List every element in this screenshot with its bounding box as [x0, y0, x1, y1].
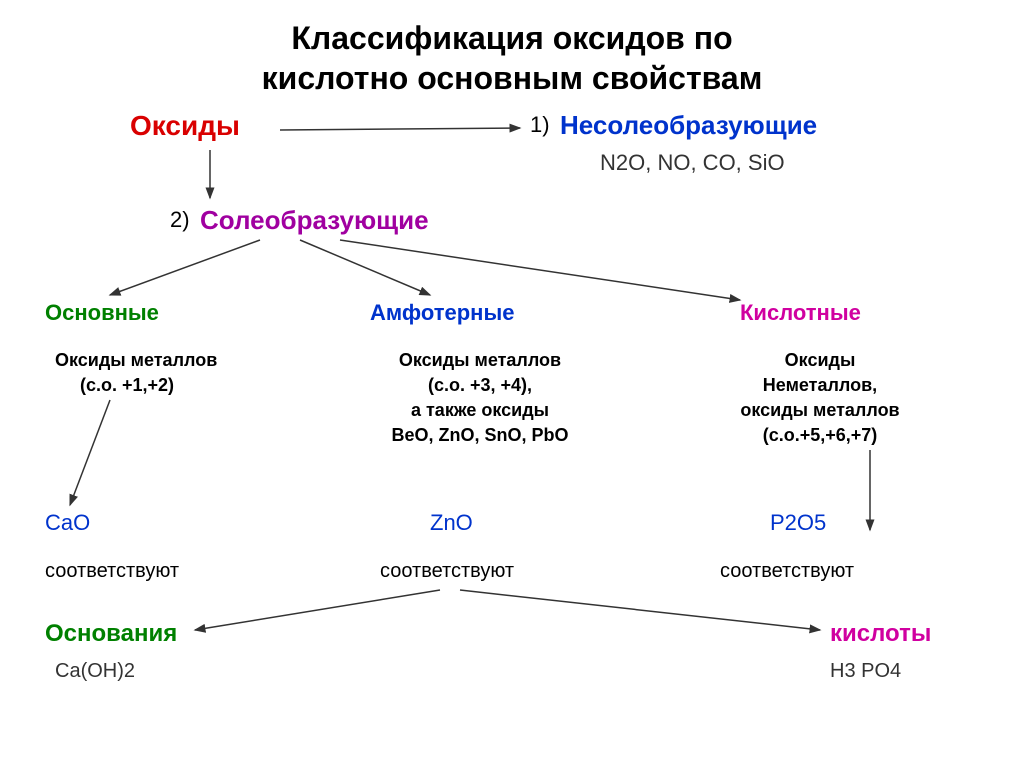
- acidic-result: кислоты: [830, 620, 931, 648]
- acidic-corresponds: соответствуют: [720, 560, 854, 583]
- nonsalt-num: 1): [530, 112, 550, 138]
- oxides-label: Оксиды: [130, 110, 240, 142]
- acidic-label: Кислотные: [740, 300, 861, 326]
- basic-desc2: (с.о. +1,+2): [80, 375, 174, 396]
- basic-example: CaO: [45, 510, 90, 536]
- basic-label: Основные: [45, 300, 159, 326]
- amphoteric-corresponds: соответствуют: [380, 560, 514, 583]
- amphoteric-desc3: а также оксиды: [380, 400, 580, 421]
- amphoteric-desc4: BeO, ZnO, SnO, PbO: [360, 425, 600, 446]
- acidic-desc3: оксиды металлов: [720, 400, 920, 421]
- nonsalt-examples: N2O, NO, CO, SiO: [600, 150, 785, 176]
- salt-label: Солеобразующие: [200, 205, 429, 236]
- title-line2: кислотно основным свойствам: [0, 60, 1024, 97]
- acidic-example: P2O5: [770, 510, 826, 536]
- nonsalt-label: Несолеобразующие: [560, 110, 817, 141]
- amphoteric-desc2: (с.о. +3, +4),: [380, 375, 580, 396]
- title-line1: Классификация оксидов по: [0, 20, 1024, 57]
- acidic-desc4: (с.о.+5,+6,+7): [720, 425, 920, 446]
- basic-desc1: Оксиды металлов: [55, 350, 217, 371]
- amphoteric-desc1: Оксиды металлов: [380, 350, 580, 371]
- amphoteric-example: ZnO: [430, 510, 473, 536]
- acidic-desc2: Неметаллов,: [720, 375, 920, 396]
- basic-result: Основания: [45, 620, 177, 648]
- acidic-formula: H3 PO4: [830, 660, 901, 683]
- basic-corresponds: соответствуют: [45, 560, 179, 583]
- acidic-desc1: Оксиды: [720, 350, 920, 371]
- salt-num: 2): [170, 207, 190, 233]
- amphoteric-label: Амфотерные: [370, 300, 514, 326]
- basic-formula: Ca(OH)2: [55, 660, 135, 683]
